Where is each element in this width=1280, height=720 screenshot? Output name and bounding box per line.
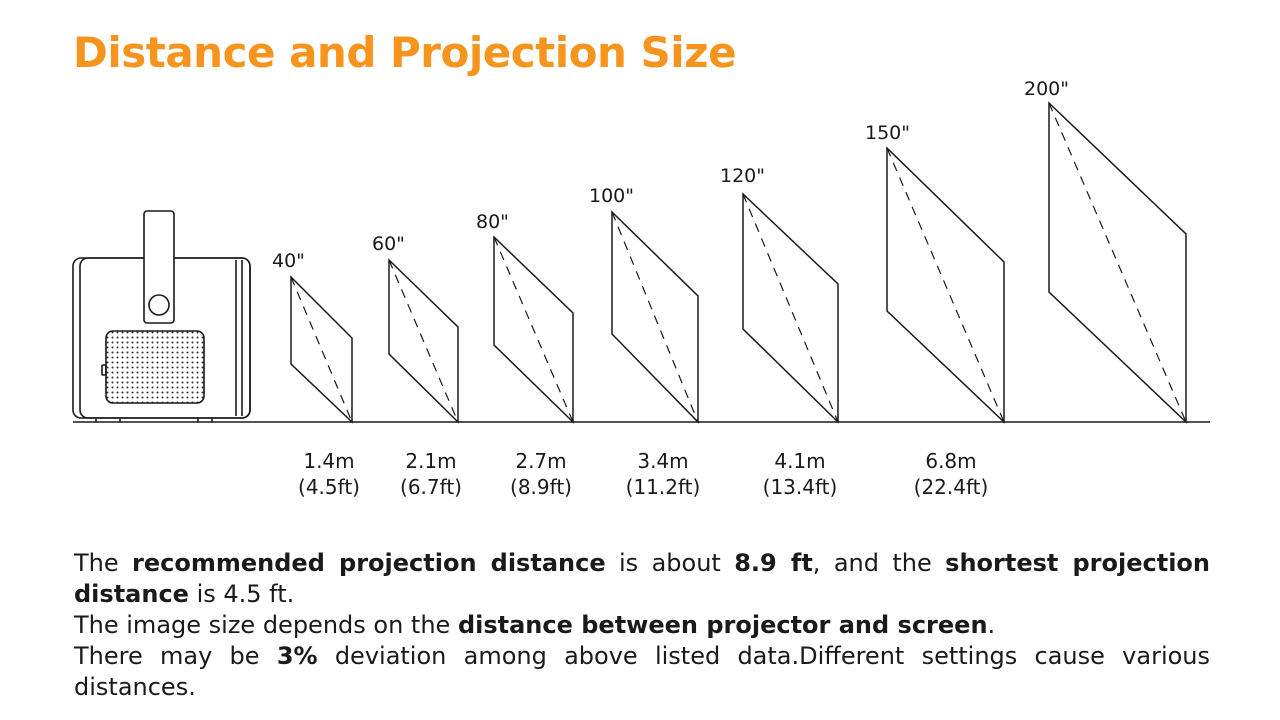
distance-meters: 6.8m xyxy=(925,449,977,473)
description-line-3: There may be 3% deviation among above li… xyxy=(74,642,1211,701)
distance-feet: (6.7ft) xyxy=(400,475,462,499)
screen-6 xyxy=(1048,101,1187,424)
screen-diagonal-0 xyxy=(290,276,353,423)
page-title: Distance and Projection Size xyxy=(73,28,737,77)
size-label: 40" xyxy=(272,250,305,272)
screen-5 xyxy=(886,146,1005,424)
distance-label: 1.4m (4.5ft) xyxy=(269,448,389,500)
screen-diagonal-1 xyxy=(388,259,459,423)
screen-2 xyxy=(493,235,574,424)
projector-icon xyxy=(72,210,251,422)
screen-0 xyxy=(290,275,353,424)
description: The recommended projection distance is a… xyxy=(74,548,1210,703)
size-label: 60" xyxy=(372,233,405,255)
distance-meters: 2.1m xyxy=(405,449,457,473)
description-line-1: The recommended projection distance is a… xyxy=(74,549,1211,608)
size-label: 100" xyxy=(589,185,634,207)
screen-diagonal-3 xyxy=(611,211,699,423)
size-label: 200" xyxy=(1024,78,1069,100)
screen-diagonal-5 xyxy=(886,147,1005,423)
distance-meters: 4.1m xyxy=(774,449,826,473)
distance-meters: 1.4m xyxy=(303,449,355,473)
distance-feet: (11.2ft) xyxy=(625,475,701,499)
screen-diagonal-6 xyxy=(1048,102,1187,423)
distance-label: 6.8m (22.4ft) xyxy=(891,448,1011,500)
distance-feet: (8.9ft) xyxy=(510,475,572,499)
size-label: 150" xyxy=(865,122,910,144)
distance-feet: (22.4ft) xyxy=(913,475,989,499)
distance-meters: 2.7m xyxy=(515,449,567,473)
distance-label: 2.7m (8.9ft) xyxy=(481,448,601,500)
distance-label: 4.1m (13.4ft) xyxy=(740,448,860,500)
distance-label: 3.4m (11.2ft) xyxy=(603,448,723,500)
distance-meters: 3.4m xyxy=(637,449,689,473)
distance-feet: (13.4ft) xyxy=(762,475,838,499)
size-label: 80" xyxy=(476,211,509,233)
screen-diagonal-4 xyxy=(742,193,839,423)
screen-diagonal-2 xyxy=(493,236,574,423)
distance-feet: (4.5ft) xyxy=(298,475,360,499)
distance-label: 2.1m (6.7ft) xyxy=(371,448,491,500)
size-label: 120" xyxy=(720,165,765,187)
description-line-2: The image size depends on the distance b… xyxy=(74,611,996,639)
